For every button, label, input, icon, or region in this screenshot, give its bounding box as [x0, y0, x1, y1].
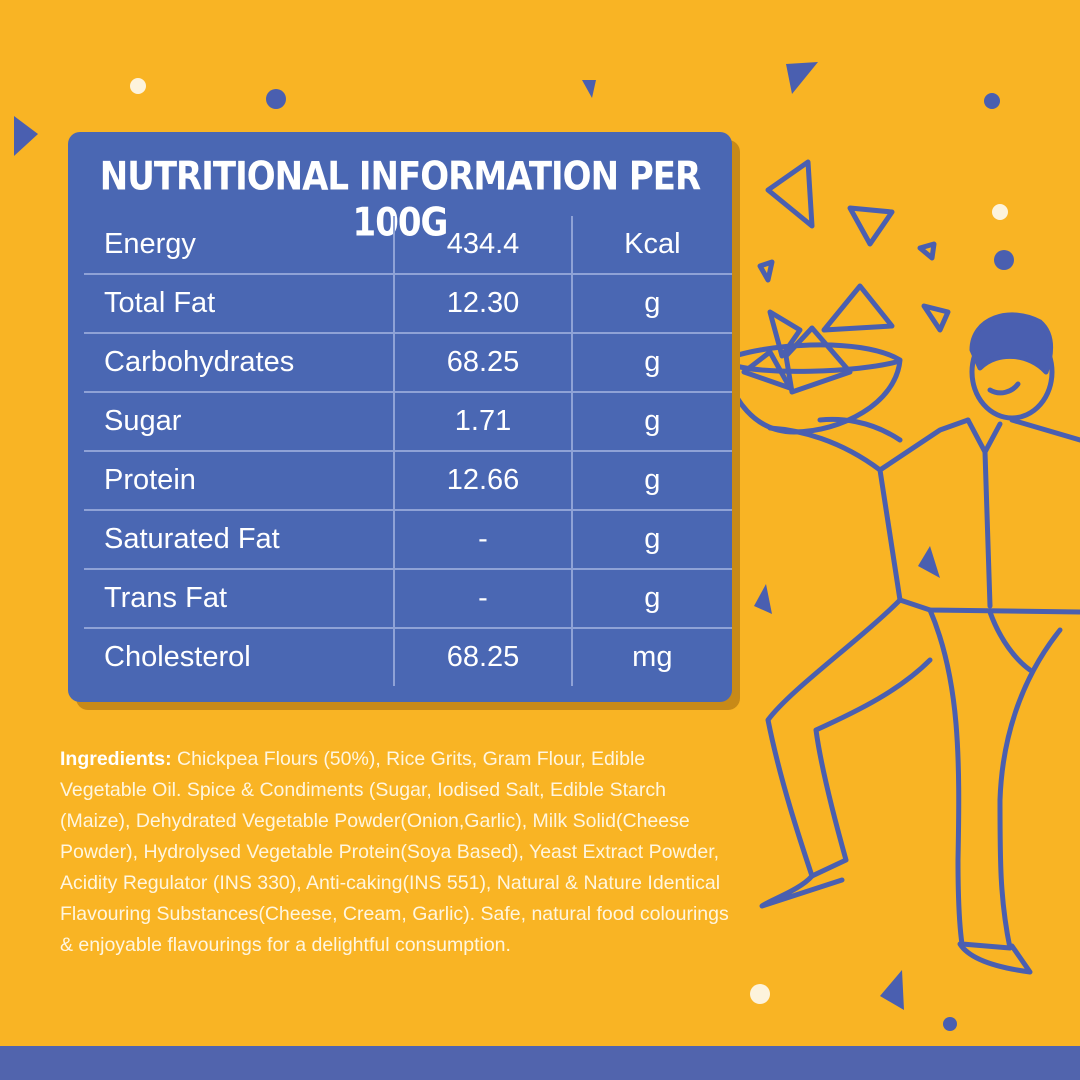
nutrient-unit: g: [571, 510, 732, 570]
nutrient-name: Energy: [84, 216, 395, 275]
nutrient-value: 434.4: [393, 216, 573, 275]
table-row: Total Fat 12.30 g: [84, 274, 732, 334]
triangle-bottom-right: [880, 970, 904, 1010]
nutrient-unit: Kcal: [571, 216, 732, 275]
dot-white: [130, 78, 146, 94]
nutrient-unit: g: [571, 569, 732, 629]
nutrition-table: Energy 434.4 Kcal Total Fat 12.30 g Carb…: [84, 216, 732, 686]
ingredients-list: Chickpea Flours (50%), Rice Grits, Gram …: [60, 748, 729, 956]
nacho-chip: [917, 241, 937, 261]
nutrient-value: 68.25: [393, 333, 573, 393]
ingredients-text: Ingredients: Chickpea Flours (50%), Rice…: [60, 744, 730, 961]
nutrient-unit: g: [571, 451, 732, 511]
table-row: Cholesterol 68.25 mg: [84, 628, 732, 686]
nutrient-unit: g: [571, 392, 732, 452]
leg-left: [765, 597, 933, 879]
nutrient-unit: mg: [632, 641, 673, 673]
nutrient-name: Total Fat: [84, 274, 395, 334]
hair: [969, 312, 1053, 375]
nutrition-panel: NUTRITIONAL INFORMATION PER 100G Energy …: [68, 132, 732, 702]
nutrient-value: 12.66: [393, 451, 573, 511]
bottom-band: [0, 1046, 1080, 1080]
nutrient-name: Cholesterol: [104, 641, 251, 673]
nacho-chip: [921, 303, 951, 333]
nutrient-value: -: [393, 510, 573, 570]
nutrient-unit: g: [571, 333, 732, 393]
dot-blue-right: [994, 250, 1014, 270]
nutrient-name: Protein: [84, 451, 395, 511]
triangle-top: [582, 80, 596, 98]
nutrient-value: -: [393, 569, 573, 629]
dot-blue-bottom: [943, 1017, 957, 1031]
nutrient-name: Saturated Fat: [84, 510, 395, 570]
table-row: Carbohydrates 68.25 g: [84, 333, 732, 393]
triangle-mid2: [918, 546, 940, 578]
dot-blue-top-right: [984, 93, 1000, 109]
table-row: Energy 434.4 Kcal: [84, 216, 732, 275]
arm: [767, 425, 883, 473]
dot-blue: [266, 89, 286, 109]
nacho-chip: [757, 259, 775, 283]
bowl: [721, 342, 903, 435]
dot-white-right: [992, 204, 1008, 220]
nutrient-name: Sugar: [84, 392, 395, 452]
nutrient-value: 68.25: [393, 628, 573, 686]
nutrient-value: 1.71: [393, 392, 573, 452]
nutrient-name: Trans Fat: [84, 569, 395, 629]
table-row: Sugar 1.71 g: [84, 392, 732, 452]
triangle-top-right: [786, 62, 818, 94]
dot-white-bottom: [750, 984, 770, 1004]
leg-right: [927, 607, 1063, 951]
table-row: Saturated Fat - g: [84, 510, 732, 570]
table-row: Protein 12.66 g: [84, 451, 732, 511]
torso: [877, 417, 1080, 615]
nacho-chip: [765, 159, 815, 229]
nutrient-value: 12.30: [393, 274, 573, 334]
triangle-left: [14, 116, 38, 156]
triangle-mid: [754, 584, 772, 614]
nutrient-name: Carbohydrates: [84, 333, 395, 393]
nutrient-unit: g: [571, 274, 732, 334]
ingredients-label: Ingredients:: [60, 748, 172, 770]
table-row: Trans Fat - g: [84, 569, 732, 629]
nacho-chip: [847, 205, 895, 247]
